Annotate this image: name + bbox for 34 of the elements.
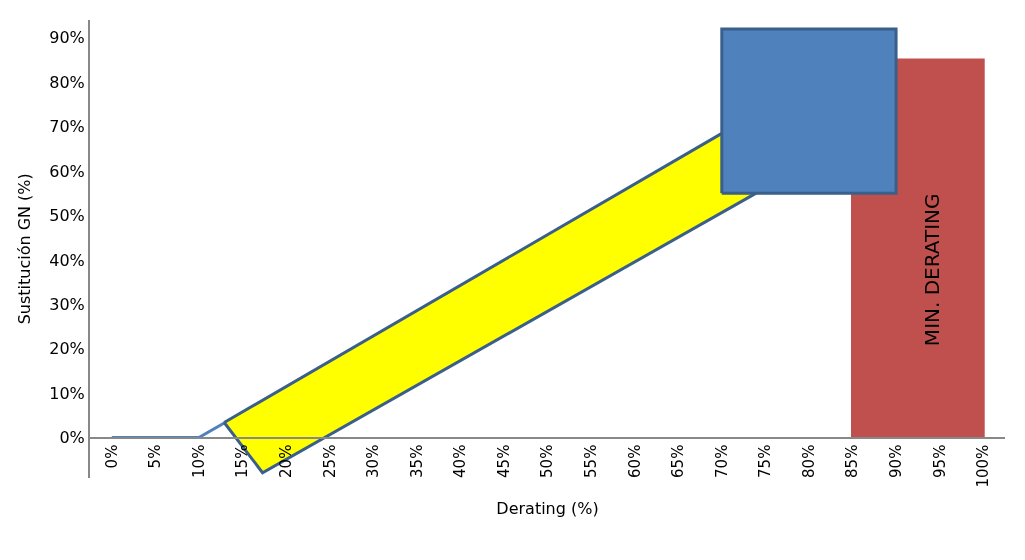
y-tick-label: 70% [49, 117, 85, 137]
x-tick-label: 90% [886, 444, 905, 478]
x-tick-label: 80% [799, 444, 818, 478]
x-tick-label: 55% [581, 444, 600, 478]
x-tick-label: 35% [407, 444, 426, 478]
x-axis-title: Derating (%) [496, 498, 599, 518]
y-tick-label: 30% [49, 294, 85, 314]
x-tick-label: 85% [843, 444, 862, 478]
y-tick-label: 20% [49, 339, 85, 359]
annotation: MIN. DERATING [919, 193, 944, 347]
x-tick-label: 65% [669, 444, 688, 478]
y-tick-label: 50% [49, 206, 85, 226]
y-axis-title: Sustitución GN (%) [14, 173, 34, 325]
x-tick-label: 15% [233, 444, 252, 478]
x-tick-label: 50% [538, 444, 557, 478]
x-tick-label: 100% [974, 444, 993, 488]
y-tick-label: 80% [49, 72, 85, 92]
y-tick-label: 10% [49, 383, 85, 403]
x-tick-label: 10% [189, 444, 208, 478]
x-tick-label: 40% [451, 444, 470, 478]
x-tick-label: 60% [625, 444, 644, 478]
y-tick-label: 90% [49, 28, 85, 48]
y-tick-label: 40% [49, 250, 85, 270]
x-tick-label: 45% [494, 444, 513, 478]
x-tick-label: 20% [276, 444, 295, 478]
y-tick-label: 0% [59, 428, 85, 448]
x-tick-label: 0% [102, 444, 121, 469]
x-tick-label: 30% [364, 444, 383, 478]
x-tick-label: 5% [146, 444, 165, 469]
x-tick-label: 95% [930, 444, 949, 478]
x-tick-label: 75% [756, 444, 775, 478]
x-tick-label: 25% [320, 444, 339, 478]
y-tick-label: 60% [49, 161, 85, 181]
x-tick-label: 70% [712, 444, 731, 478]
